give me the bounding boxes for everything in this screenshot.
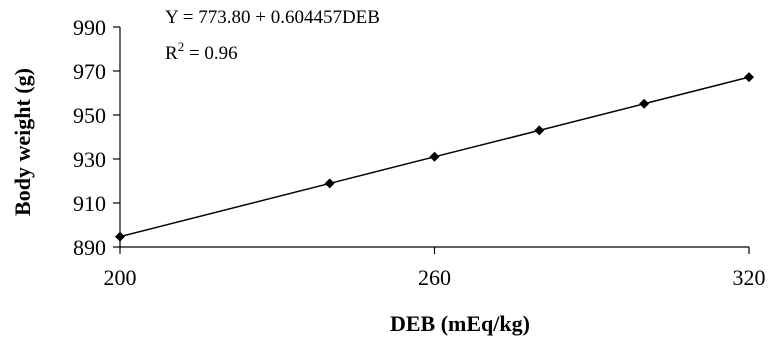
y-axis-ticks: 890 910 930 950 970 990: [73, 15, 120, 260]
x-axis-title: DEB (mEq/kg): [390, 311, 530, 336]
r-squared-superscript: 2: [178, 39, 185, 54]
plot-area: 890 910 930 950 970 990 200 260 320: [73, 15, 766, 290]
series-layer: [115, 72, 754, 242]
y-tick-label: 910: [73, 191, 106, 216]
data-point-marker: [534, 125, 545, 136]
r-squared-value: = 0.96: [184, 43, 237, 64]
y-tick-label: 990: [73, 15, 106, 40]
data-point-marker: [115, 231, 125, 242]
data-point-marker: [324, 178, 335, 189]
x-tick-label: 260: [418, 265, 451, 290]
y-axis-title: Body weight (g): [10, 68, 35, 216]
y-tick-label: 970: [73, 59, 106, 84]
y-tick-label: 930: [73, 147, 106, 172]
x-tick-label: 320: [733, 265, 766, 290]
y-tick-label: 890: [73, 235, 106, 260]
r-squared-prefix: R: [165, 43, 178, 64]
data-point-marker: [429, 151, 440, 162]
x-axis-ticks: 200 260 320: [104, 247, 766, 290]
data-point-marker: [744, 72, 754, 83]
regression-equation: Y = 773.80 + 0.604457DEB: [165, 7, 380, 28]
y-tick-label: 950: [73, 103, 106, 128]
data-point-marker: [639, 98, 650, 109]
x-tick-label: 200: [104, 265, 137, 290]
r-squared-label: R2 = 0.96: [165, 39, 238, 64]
series-line: [119, 76, 750, 238]
